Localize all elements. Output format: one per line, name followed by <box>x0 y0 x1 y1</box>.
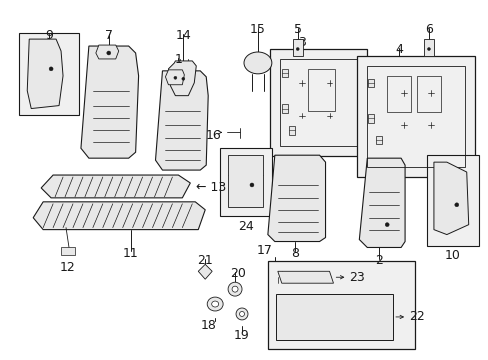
Bar <box>366 66 464 167</box>
Text: 3: 3 <box>297 36 305 49</box>
Bar <box>282 69 287 77</box>
Text: 2: 2 <box>374 255 383 267</box>
Bar <box>376 136 381 144</box>
Bar <box>423 39 433 56</box>
Ellipse shape <box>207 297 223 311</box>
Text: 18: 18 <box>200 319 216 332</box>
Text: 7: 7 <box>104 29 113 42</box>
Bar <box>279 59 357 146</box>
Polygon shape <box>155 71 208 170</box>
Text: 10: 10 <box>444 249 460 262</box>
Polygon shape <box>433 162 468 235</box>
Ellipse shape <box>227 282 242 296</box>
Bar <box>282 104 287 113</box>
Circle shape <box>182 77 184 80</box>
Bar <box>227 155 263 207</box>
Circle shape <box>174 76 177 79</box>
Ellipse shape <box>211 301 218 307</box>
Circle shape <box>427 48 429 50</box>
Bar <box>269 49 366 156</box>
Polygon shape <box>81 46 138 158</box>
Polygon shape <box>198 264 212 279</box>
Bar <box>19 33 79 114</box>
Bar <box>220 148 271 216</box>
Bar <box>357 56 474 177</box>
Polygon shape <box>27 39 63 109</box>
Circle shape <box>454 203 458 207</box>
Bar <box>368 114 373 123</box>
Ellipse shape <box>244 52 271 74</box>
Bar <box>275 294 392 340</box>
Text: 4: 4 <box>394 43 402 56</box>
Text: 21: 21 <box>197 255 213 267</box>
Bar <box>426 155 478 247</box>
Bar <box>307 69 335 111</box>
Text: 24: 24 <box>238 220 253 233</box>
Text: 5: 5 <box>293 23 301 36</box>
Text: 22: 22 <box>408 310 424 323</box>
Text: ← 13: ← 13 <box>196 181 226 194</box>
Text: 23: 23 <box>349 271 365 284</box>
Polygon shape <box>168 61 196 96</box>
Circle shape <box>49 67 53 71</box>
Circle shape <box>296 48 299 50</box>
Text: 20: 20 <box>230 267 245 280</box>
Bar <box>368 78 373 87</box>
Bar <box>267 261 414 349</box>
Text: 8: 8 <box>290 247 298 261</box>
Polygon shape <box>277 271 333 283</box>
Circle shape <box>249 183 253 187</box>
Polygon shape <box>33 202 205 230</box>
Circle shape <box>106 51 111 55</box>
Text: 12: 12 <box>60 261 76 274</box>
Text: 1: 1 <box>174 53 182 66</box>
Ellipse shape <box>239 311 244 316</box>
Text: 16: 16 <box>205 129 221 142</box>
Text: 17: 17 <box>256 244 272 257</box>
Bar <box>288 126 294 135</box>
Ellipse shape <box>236 308 247 320</box>
Polygon shape <box>267 155 325 242</box>
Polygon shape <box>359 158 404 247</box>
Bar <box>416 76 440 112</box>
Polygon shape <box>96 45 119 59</box>
Text: 15: 15 <box>249 23 265 36</box>
Bar <box>292 39 302 56</box>
Text: 19: 19 <box>234 329 249 342</box>
Text: 9: 9 <box>45 29 53 42</box>
Polygon shape <box>41 175 190 198</box>
Circle shape <box>385 223 388 227</box>
Text: 14: 14 <box>175 29 191 42</box>
Text: 6: 6 <box>424 23 432 36</box>
Polygon shape <box>165 70 184 85</box>
Bar <box>386 76 410 112</box>
Text: 11: 11 <box>122 247 138 261</box>
Bar <box>61 247 75 255</box>
Ellipse shape <box>232 286 238 292</box>
